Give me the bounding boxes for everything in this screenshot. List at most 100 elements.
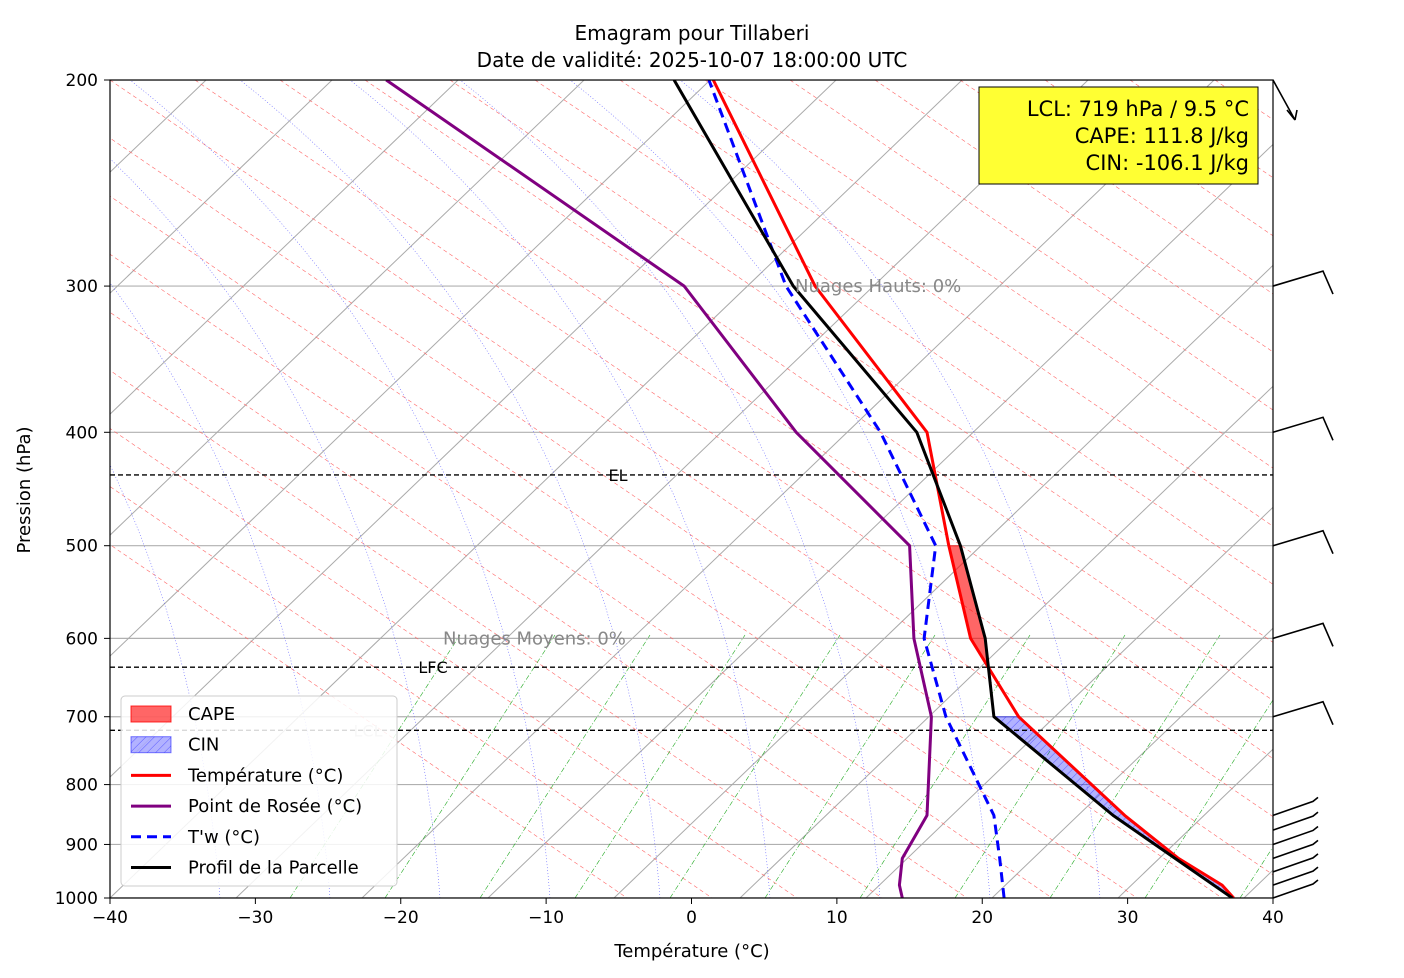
- moist-adiabat: [129, 80, 551, 898]
- series-line-1: [385, 80, 933, 898]
- dry-adiabat: [1129, 80, 1273, 179]
- series-line-3: [672, 80, 1234, 898]
- legend-item: Profil de la Parcelle: [131, 858, 359, 879]
- moist-adiabat: [569, 80, 991, 898]
- legend-label: T'w (°C): [187, 827, 260, 848]
- dry-adiabat: [959, 80, 1273, 295]
- y-tick-label: 400: [66, 423, 98, 443]
- gridline-skewed: [991, 627, 1273, 898]
- gridline-skewed: [110, 80, 711, 657]
- legend-label: Température (°C): [187, 765, 343, 786]
- legend-item: Température (°C): [131, 765, 343, 786]
- gridline-skewed: [110, 80, 459, 415]
- info-box: LCL: 719 hPa / 9.5 °C CAPE: 111.8 J/kg C…: [978, 86, 1259, 185]
- legend-label: Profil de la Parcelle: [188, 858, 359, 879]
- y-tick-label: 700: [66, 708, 98, 728]
- info-box-cape: CAPE: 111.8 J/kg: [1075, 124, 1249, 148]
- cape-area: [948, 545, 989, 668]
- dry-adiabat: [279, 80, 1273, 759]
- wind-barb: [1272, 700, 1334, 726]
- wind-barb: [1272, 853, 1319, 873]
- legend-item: CAPE: [130, 704, 235, 725]
- gridline-skewed: [1117, 748, 1273, 898]
- legend: CAPE CIN Température (°C) Point de Rosée (°…: [120, 695, 398, 887]
- gridline-skewed: [110, 80, 333, 294]
- series-line-0: [711, 80, 1235, 898]
- y-tick-label: 600: [66, 629, 98, 649]
- dry-adiabat: [1385, 80, 1404, 900]
- dry-adiabat: [449, 80, 1273, 643]
- gridline-skewed: [1243, 869, 1273, 898]
- legend-label: Point de Rosée (°C): [188, 796, 362, 817]
- legend-item: CIN: [130, 735, 219, 756]
- wind-barb: [1272, 796, 1319, 817]
- dry-adiabat: [1044, 80, 1273, 237]
- wind-barbs: [1272, 79, 1334, 899]
- moist-adiabat: [349, 80, 771, 898]
- chart-title: Emagram pour Tillaberi: [575, 21, 810, 45]
- y-axis: 1000 900 800 700 600 500 400 300 200: [55, 71, 110, 909]
- mixing-ratio-line: [1144, 699, 1273, 898]
- series-line-2: [707, 80, 1006, 898]
- series-lines: [385, 80, 1235, 898]
- y-tick-label: 1000: [55, 889, 98, 909]
- dry-adiabat: [1300, 80, 1404, 900]
- moist-adiabat: [459, 80, 881, 898]
- moist-adiabat: [239, 80, 661, 898]
- dry-adiabat: [194, 80, 1273, 817]
- legend-item: Point de Rosée (°C): [131, 796, 362, 817]
- x-tick-label: 10: [826, 908, 848, 928]
- mixing-ratio-line: [859, 634, 1031, 898]
- mixing-ratio-line: [384, 634, 556, 898]
- x-axis: −40 −30 −20 −10 0 10 20 30 40: [92, 898, 1284, 928]
- wind-barb: [1272, 825, 1319, 846]
- dry-adiabat: [619, 80, 1273, 527]
- dry-adiabat: [110, 137, 1223, 898]
- wind-barb: [1272, 622, 1334, 647]
- gridline-skewed: [361, 80, 1215, 898]
- layer-annotation: Nuages Moyens: 0%: [443, 628, 626, 649]
- wind-barb: [1272, 879, 1319, 899]
- legend-swatch: [130, 736, 172, 754]
- legend-label: CAPE: [188, 704, 235, 725]
- moist-adiabat: [110, 158, 441, 898]
- wind-barb: [1272, 839, 1319, 860]
- dry-adiabat: [110, 544, 628, 898]
- wind-barb: [1272, 529, 1334, 555]
- x-tick-label: −30: [237, 908, 273, 928]
- y-axis-label: Pression (hPa): [14, 426, 35, 553]
- legend-label: CIN: [188, 735, 219, 756]
- legend-swatch: [130, 705, 172, 723]
- level-label-el: EL: [608, 466, 627, 485]
- x-tick-label: 20: [971, 908, 993, 928]
- wind-barb: [1272, 866, 1319, 886]
- dry-adiabat: [110, 311, 968, 898]
- dry-adiabat: [110, 428, 798, 898]
- wind-barb: [1272, 79, 1298, 121]
- mixing-ratio-line: [1049, 634, 1221, 898]
- wind-barb: [1272, 811, 1319, 831]
- dry-adiabat: [110, 253, 1053, 898]
- x-tick-label: −10: [528, 908, 564, 928]
- info-box-cin: CIN: -106.1 J/kg: [1086, 151, 1249, 175]
- gridline-skewed: [613, 264, 1273, 898]
- x-tick-label: −20: [383, 908, 419, 928]
- gridline-skewed: [1370, 80, 1404, 898]
- gridline-skewed: [110, 80, 585, 536]
- dry-adiabat: [110, 486, 713, 898]
- y-tick-label: 800: [66, 776, 98, 796]
- layer-annotations: Nuages Hauts: 0% Nuages Moyens: 0%: [443, 276, 961, 649]
- x-tick-label: 30: [1117, 908, 1139, 928]
- legend-item: T'w (°C): [131, 827, 260, 848]
- y-tick-label: 500: [66, 537, 98, 557]
- dry-adiabat: [110, 370, 883, 898]
- moist-adiabat: [679, 80, 1101, 898]
- mixing-ratio-line: [1239, 846, 1273, 898]
- gridline-skewed: [865, 506, 1273, 898]
- dry-adiabat: [789, 80, 1273, 411]
- dry-adiabat: [110, 80, 1273, 876]
- mixing-ratio-line: [764, 634, 936, 898]
- level-label-lfc: LFC: [418, 658, 447, 677]
- mixing-ratio-line: [574, 634, 746, 898]
